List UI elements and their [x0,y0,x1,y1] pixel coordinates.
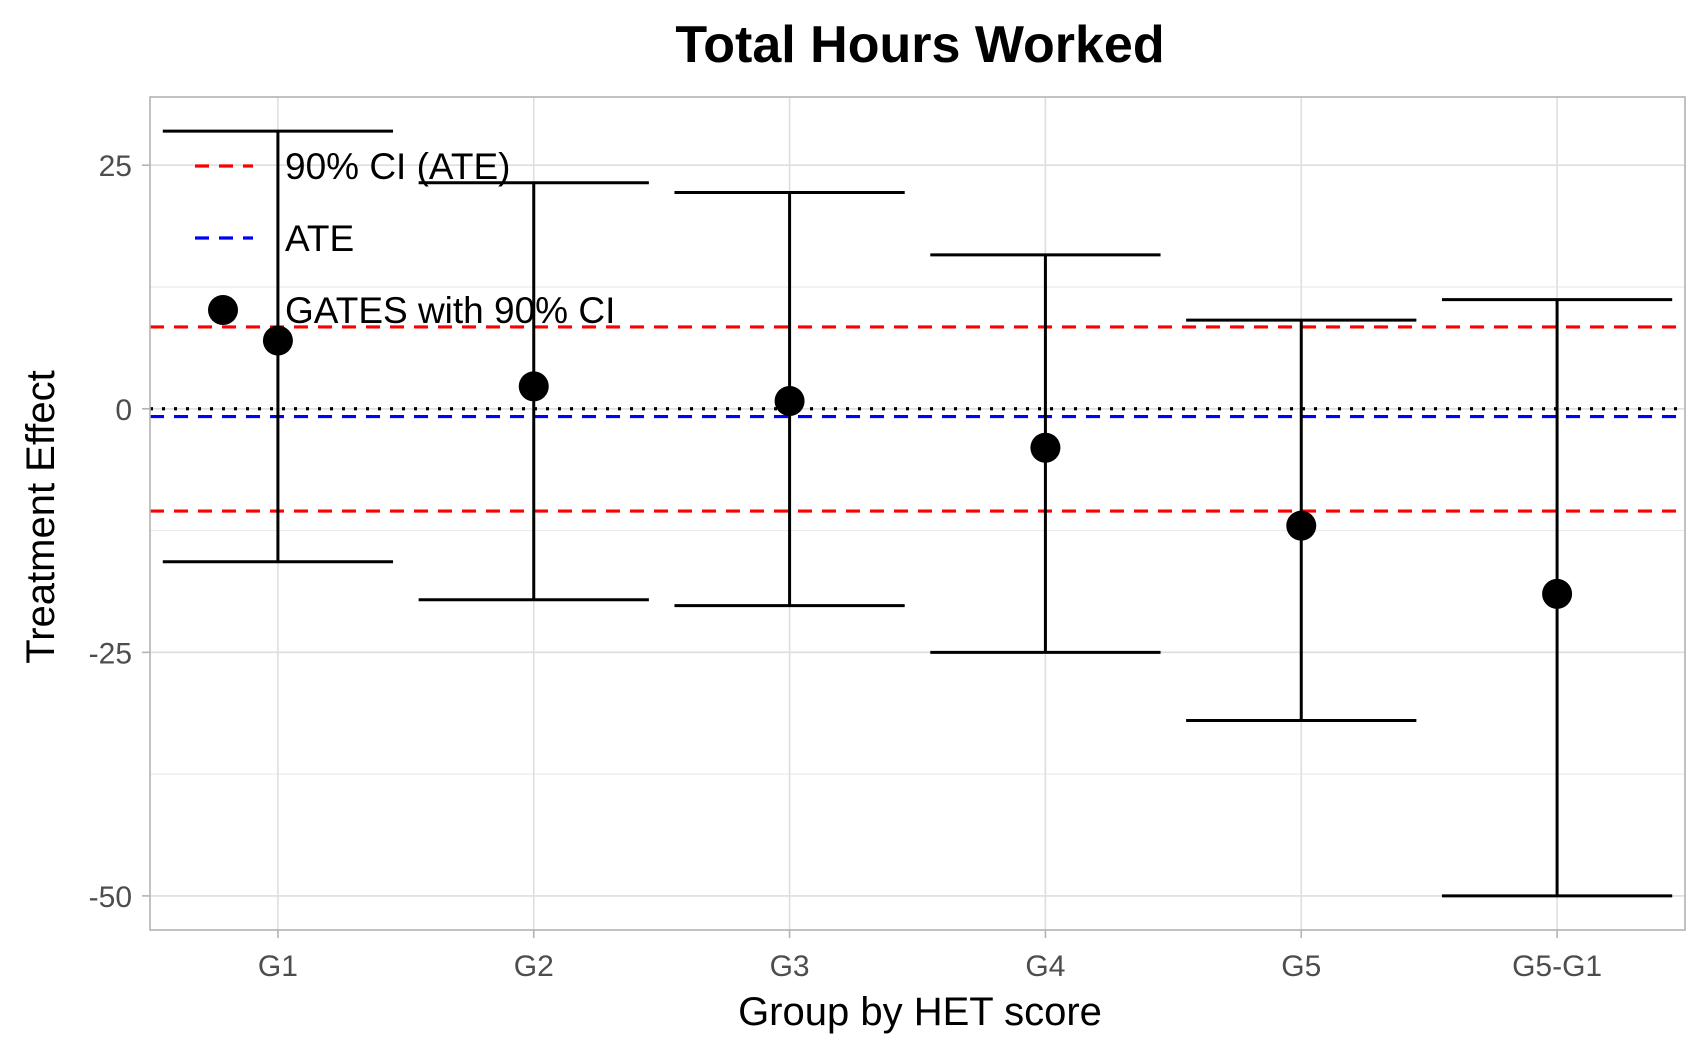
y-tick-label: 25 [99,150,132,183]
plot-panel [150,97,1685,930]
legend: 90% CI (ATE) ATE GATES with 90% CI [195,146,615,331]
legend-symbol-point [208,295,238,325]
y-tick-label: -25 [89,637,132,670]
legend-label: 90% CI (ATE) [285,146,510,187]
x-axis-title: Group by HET score [738,990,1102,1034]
legend-label: GATES with 90% CI [285,290,615,331]
point-G3 [774,385,805,416]
x-tick-label: G4 [1025,950,1065,983]
point-G5-G1 [1542,578,1573,609]
legend-label: ATE [285,218,354,259]
x-tick-label: G5-G1 [1512,950,1602,983]
y-axis-title: Treatment Effect [19,370,63,663]
x-tick-label: G5 [1281,950,1321,983]
point-G2 [518,371,549,402]
plot-border [149,96,1686,931]
plot-area: 25 0 -25 -50 G1 G2 G3 G4 G5 G5-G1 [89,96,1686,983]
point-G1 [262,325,293,356]
point-G4 [1030,432,1061,463]
x-tick-label: G1 [258,950,298,983]
y-tick-label: 0 [115,394,132,427]
x-tick-label: G3 [770,950,810,983]
x-tick-label: G2 [514,950,554,983]
chart-title: Total Hours Worked [675,16,1164,74]
y-tick-label: -50 [89,881,132,914]
point-G5 [1286,510,1317,541]
